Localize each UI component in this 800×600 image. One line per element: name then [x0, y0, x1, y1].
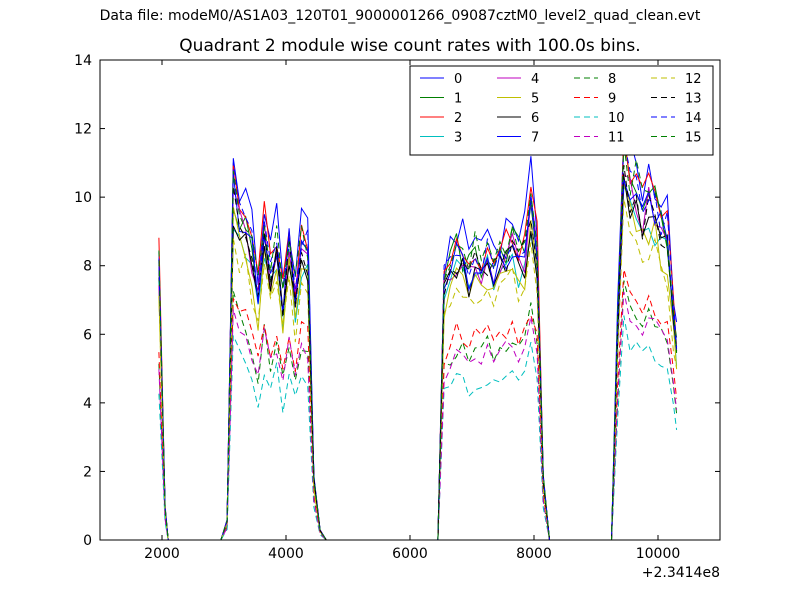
legend-label-13: 13 — [685, 92, 702, 107]
series-line-6 — [158, 176, 678, 541]
series-line-7 — [158, 173, 678, 541]
legend-label-5: 5 — [531, 92, 539, 107]
y-tick-label: 6 — [83, 327, 92, 343]
legend-label-12: 12 — [685, 72, 702, 87]
series-layer — [158, 130, 678, 541]
x-tick-label: 6000 — [392, 546, 428, 562]
x-offset-label: +2.3414e8 — [642, 565, 720, 581]
legend-label-9: 9 — [608, 92, 616, 107]
legend-label-4: 4 — [531, 72, 539, 87]
series-line-8 — [158, 280, 678, 541]
series-line-4 — [158, 173, 678, 541]
legend-label-3: 3 — [454, 131, 462, 146]
series-line-14 — [158, 141, 678, 541]
chart-title: Quadrant 2 module wise count rates with … — [179, 36, 641, 56]
series-line-13 — [158, 165, 678, 541]
series-line-3 — [158, 185, 678, 541]
y-tick-label: 0 — [83, 533, 92, 549]
legend-label-14: 14 — [685, 111, 702, 126]
x-tick-label: 4000 — [268, 546, 304, 562]
legend-label-15: 15 — [685, 131, 702, 146]
x-tick-label: 2000 — [144, 546, 180, 562]
legend-label-1: 1 — [454, 92, 462, 107]
legend-label-10: 10 — [608, 111, 625, 126]
series-line-15 — [158, 143, 678, 541]
y-tick-label: 12 — [74, 122, 92, 138]
series-line-9 — [158, 269, 678, 541]
x-tick-label: 8000 — [516, 546, 552, 562]
y-tick-label: 8 — [83, 259, 92, 275]
y-tick-label: 4 — [83, 396, 92, 412]
legend-label-8: 8 — [608, 72, 616, 87]
figure-suptitle: Data file: modeM0/AS1A03_120T01_90000012… — [99, 8, 701, 24]
x-tick-label: 10000 — [636, 546, 681, 562]
legend-label-11: 11 — [608, 131, 625, 146]
legend-label-2: 2 — [454, 111, 462, 126]
legend-label-0: 0 — [454, 72, 462, 87]
y-tick-label: 10 — [74, 190, 92, 206]
series-line-12 — [158, 198, 678, 541]
legend-label-7: 7 — [531, 131, 539, 146]
legend-label-6: 6 — [531, 111, 539, 126]
legend-box — [409, 65, 714, 156]
series-line-10 — [158, 315, 678, 541]
y-tick-label: 14 — [74, 53, 92, 69]
y-tick-label: 2 — [83, 464, 92, 480]
series-line-5 — [158, 183, 678, 541]
series-line-11 — [158, 291, 678, 541]
